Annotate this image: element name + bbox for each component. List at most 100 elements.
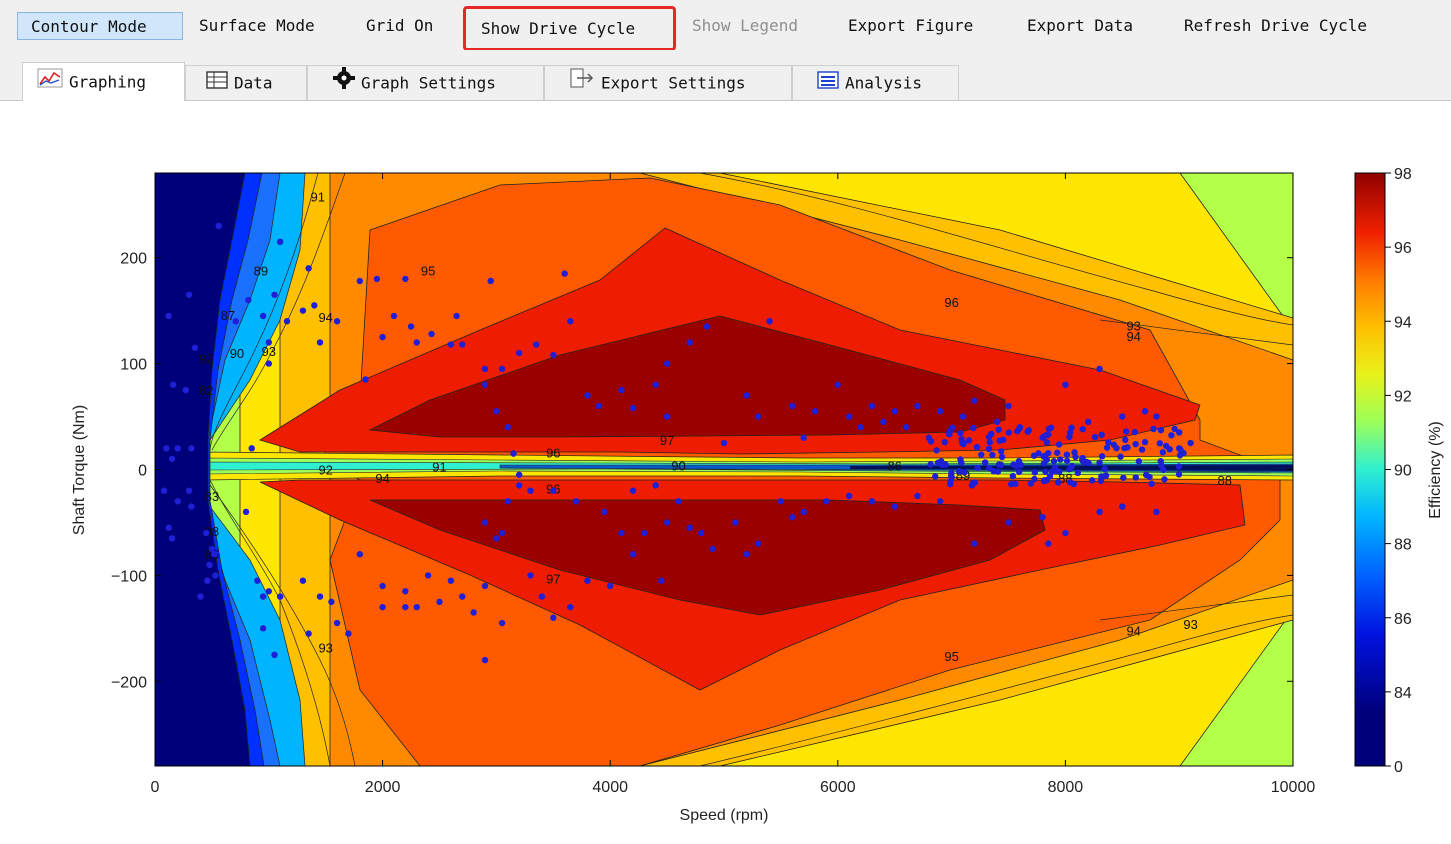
drive-cycle-point — [498, 619, 506, 627]
contour-label: 96 — [546, 446, 560, 461]
drive-cycle-point — [373, 275, 381, 283]
tab-data[interactable]: Data — [185, 65, 307, 100]
drive-cycle-point — [1187, 439, 1194, 447]
drive-cycle-point — [259, 625, 267, 632]
drive-cycle-point — [1015, 457, 1023, 465]
drive-cycle-point — [777, 498, 785, 505]
drive-cycle-point — [504, 498, 511, 505]
grid-on-button[interactable]: Grid On — [366, 16, 434, 35]
drive-cycle-point — [985, 464, 993, 472]
contour-label: 93 — [262, 344, 276, 359]
drive-cycle-point — [1042, 468, 1049, 476]
drive-cycle-point — [965, 437, 973, 444]
drive-cycle-point — [932, 473, 939, 480]
drive-cycle-point — [1138, 446, 1146, 453]
colorbar-tick-label: 84 — [1394, 685, 1412, 702]
drive-cycle-point — [1141, 438, 1149, 446]
drive-cycle-point — [811, 408, 819, 415]
efficiency-contour-plot[interactable]: 9189879093949596939497969294919096979395… — [0, 101, 1451, 840]
drive-cycle-point — [447, 577, 455, 584]
drive-cycle-point — [208, 545, 216, 553]
drive-cycle-point — [663, 360, 671, 367]
drive-cycle-point — [1117, 453, 1124, 460]
colorbar-tick-label: 90 — [1394, 463, 1412, 480]
tab-graphing[interactable]: Graphing — [22, 62, 185, 101]
refresh-drive-cycle-button[interactable]: Refresh Drive Cycle — [1184, 16, 1368, 35]
drive-cycle-point — [504, 423, 511, 431]
drive-cycle-point — [703, 323, 711, 330]
contour-label: 94 — [318, 310, 332, 325]
drive-cycle-point — [997, 448, 1005, 455]
y-tick-label: 200 — [120, 251, 147, 268]
drive-cycle-point — [959, 413, 967, 420]
drive-cycle-point — [1101, 465, 1108, 473]
y-tick-label: −200 — [111, 674, 147, 691]
show-legend-button[interactable]: Show Legend — [692, 16, 798, 35]
contour-mode-button[interactable]: Contour Mode — [17, 12, 183, 40]
x-tick-label: 8000 — [1048, 779, 1084, 796]
colorbar-tick-label: 98 — [1394, 166, 1412, 183]
drive-cycle-point — [1176, 429, 1183, 436]
contour-label: 87 — [221, 308, 235, 323]
drive-cycle-point — [1171, 425, 1178, 433]
drive-cycle-point — [618, 386, 625, 394]
surface-mode-button[interactable]: Surface Mode — [199, 16, 315, 35]
drive-cycle-point — [305, 630, 312, 637]
contour-label: 88 — [1217, 473, 1231, 488]
tab-graph-settings[interactable]: Graph Settings — [307, 65, 544, 100]
drive-cycle-point — [245, 296, 252, 304]
contour-label: 95 — [421, 263, 435, 278]
drive-cycle-point — [990, 467, 997, 475]
drive-cycle-point — [160, 487, 168, 494]
drive-cycle-point — [362, 376, 369, 383]
drive-cycle-point — [823, 498, 830, 505]
drive-cycle-point — [1119, 503, 1126, 510]
drive-cycle-point — [595, 402, 603, 410]
export-data-button[interactable]: Export Data — [1027, 16, 1133, 35]
drive-cycle-point — [973, 443, 981, 451]
tab-bar: Graphing Data Graph Settings Export Sett… — [0, 50, 1451, 101]
drive-cycle-point — [1148, 480, 1155, 487]
drive-cycle-point — [1045, 449, 1052, 457]
drive-cycle-point — [493, 535, 500, 542]
drive-cycle-point — [914, 402, 921, 410]
drive-cycle-point — [453, 312, 460, 320]
contour-label: 94 — [1126, 623, 1140, 638]
drive-cycle-point — [766, 318, 773, 325]
drive-cycle-point — [618, 529, 625, 537]
drive-cycle-point — [333, 318, 341, 325]
tab-label: Graph Settings — [361, 73, 496, 93]
drive-cycle-point — [407, 323, 415, 330]
drive-cycle-point — [1088, 477, 1096, 484]
drive-cycle-point — [1175, 463, 1183, 470]
drive-cycle-point — [459, 593, 466, 600]
drive-cycle-point — [675, 498, 682, 505]
tab-analysis[interactable]: Analysis — [792, 65, 959, 100]
contour-label: 91 — [432, 459, 446, 474]
drive-cycle-point — [1066, 465, 1073, 473]
drive-cycle-point — [163, 445, 170, 452]
drive-cycle-point — [789, 513, 796, 521]
drive-cycle-point — [242, 508, 250, 516]
drive-cycle-point — [1068, 424, 1075, 431]
contour-label: 94 — [375, 471, 389, 486]
plot-area: 9189879093949596939497969294919096979395… — [0, 101, 1451, 840]
contour-label: 92 — [318, 463, 332, 478]
contour-label: 94 — [1126, 329, 1140, 344]
show-drive-cycle-button[interactable]: Show Drive Cycle — [463, 6, 676, 51]
drive-cycle-point — [629, 404, 637, 412]
drive-cycle-point — [527, 572, 534, 579]
contour-label: 97 — [660, 433, 674, 448]
tab-export-settings[interactable]: Export Settings — [544, 65, 792, 100]
drive-cycle-point — [754, 540, 762, 547]
drive-cycle-point — [868, 498, 876, 505]
drive-cycle-point — [379, 603, 386, 611]
export-figure-button[interactable]: Export Figure — [848, 16, 974, 35]
drive-cycle-point — [481, 381, 489, 388]
drive-cycle-point — [1052, 464, 1059, 471]
drive-cycle-point — [481, 365, 489, 373]
drive-cycle-point — [481, 582, 489, 590]
drive-cycle-point — [510, 450, 517, 457]
drive-cycle-point — [955, 467, 963, 475]
drive-cycle-point — [971, 397, 978, 404]
